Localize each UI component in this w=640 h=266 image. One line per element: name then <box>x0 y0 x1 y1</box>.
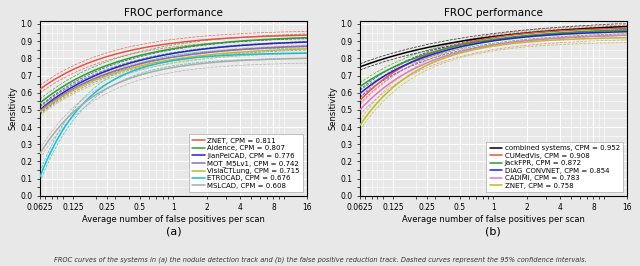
Y-axis label: Sensitivity: Sensitivity <box>8 86 17 130</box>
Y-axis label: Sensitivity: Sensitivity <box>328 86 337 130</box>
X-axis label: Average number of false positives per scan: Average number of false positives per sc… <box>82 215 265 224</box>
Text: FROC curves of the systems in (a) the nodule detection track and (b) the false p: FROC curves of the systems in (a) the no… <box>54 257 586 263</box>
Title: FROC performance: FROC performance <box>444 8 543 18</box>
Legend: ZNET, CPM = 0.811, Aidence, CPM = 0.807, JianPeiCAD, CPM = 0.776, MOT_M5Lv1, CPM: ZNET, CPM = 0.811, Aidence, CPM = 0.807,… <box>189 134 303 192</box>
Text: (a): (a) <box>166 226 181 236</box>
X-axis label: Average number of false positives per scan: Average number of false positives per sc… <box>402 215 585 224</box>
Legend: combined systems, CPM = 0.952, CUMedVis, CPM = 0.908, JackFPR, CPM = 0.872, DIAG: combined systems, CPM = 0.952, CUMedVis,… <box>486 142 623 192</box>
Text: (b): (b) <box>486 226 501 236</box>
Title: FROC performance: FROC performance <box>124 8 223 18</box>
